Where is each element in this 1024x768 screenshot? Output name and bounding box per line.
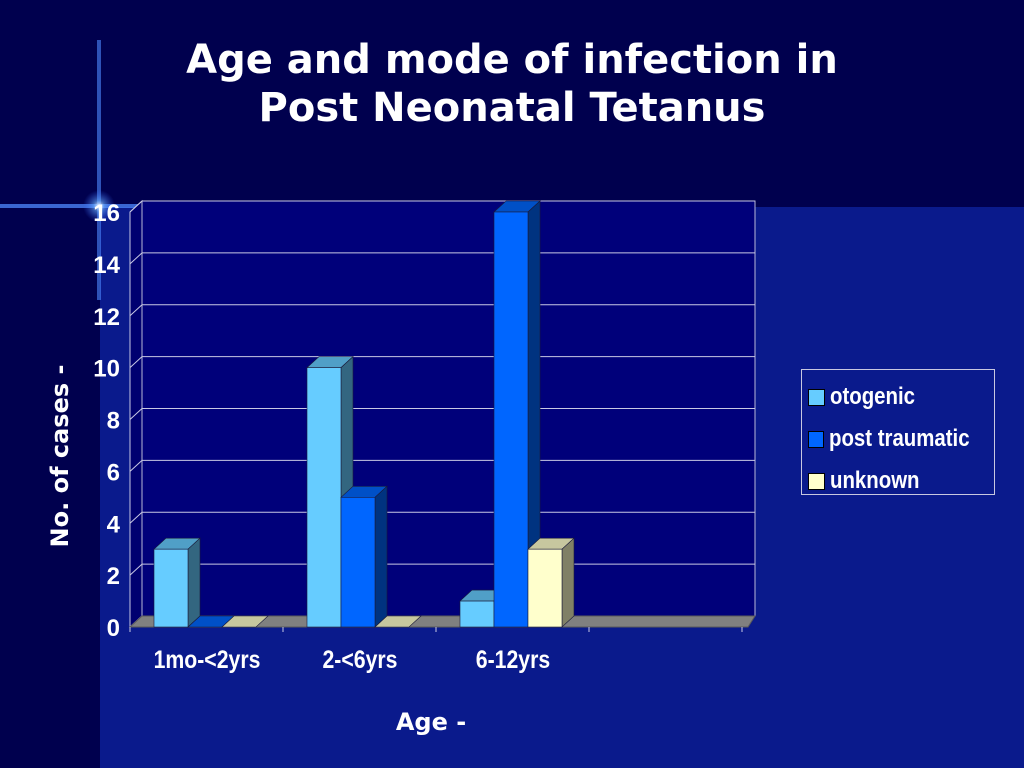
gridline-side <box>129 200 143 213</box>
legend-label-post-traumatic: post traumatic <box>828 425 970 452</box>
background-left <box>0 207 100 768</box>
gridline-side <box>129 460 143 472</box>
legend-item-unknown: unknown <box>808 460 994 502</box>
gridline-side <box>129 408 143 420</box>
y-axis-label: No. of cases - <box>46 364 74 548</box>
y-tick-label: 10 <box>93 356 120 383</box>
sparkle-decoration <box>0 40 190 300</box>
y-tick-label: 0 <box>107 615 120 642</box>
y-tick-label: 14 <box>93 252 120 279</box>
bar-unknown-1 <box>374 615 422 628</box>
bar-unknown-0 <box>221 615 269 628</box>
title-line-2: Post Neonatal Tetanus <box>258 85 766 131</box>
gridline-side <box>129 356 143 368</box>
legend-item-otogenic: otogenic <box>808 376 994 418</box>
x-tick-label: 1mo-<2yrs <box>154 645 261 673</box>
y-tick-label: 4 <box>107 511 121 538</box>
y-tick-label: 2 <box>107 563 120 590</box>
bar-otogenic-0 <box>153 537 201 628</box>
x-axis-label: Age - <box>395 708 467 736</box>
legend-swatch-otogenic <box>808 388 825 406</box>
background-top <box>0 0 1024 207</box>
x-tick-label: 2-<6yrs <box>323 645 398 673</box>
bar-post-traumatic-2 <box>493 200 541 628</box>
y-tick-label: 16 <box>93 200 120 227</box>
bar-post-traumatic-1 <box>340 485 388 628</box>
y-tick-label: 12 <box>93 304 120 331</box>
legend-item-post-traumatic: post traumatic <box>808 418 994 460</box>
y-tick-label: 8 <box>107 408 120 435</box>
legend-swatch-unknown <box>808 472 825 490</box>
gridline-side <box>129 563 143 576</box>
bar-unknown-2 <box>527 537 575 628</box>
y-tick-label: 6 <box>107 459 120 486</box>
x-tick-label: 6-12yrs <box>476 645 550 673</box>
chart-title: Age and mode of infection in Post Neonat… <box>0 36 1024 132</box>
gridline-side <box>129 304 143 317</box>
title-line-1: Age and mode of infection in <box>186 37 838 83</box>
gridline-side <box>129 252 143 265</box>
legend-swatch-post-traumatic <box>808 430 824 448</box>
legend: otogenic post traumatic unknown <box>801 369 995 495</box>
legend-label-unknown: unknown <box>830 467 920 494</box>
legend-label-otogenic: otogenic <box>830 383 915 410</box>
gridline-side <box>129 511 143 524</box>
